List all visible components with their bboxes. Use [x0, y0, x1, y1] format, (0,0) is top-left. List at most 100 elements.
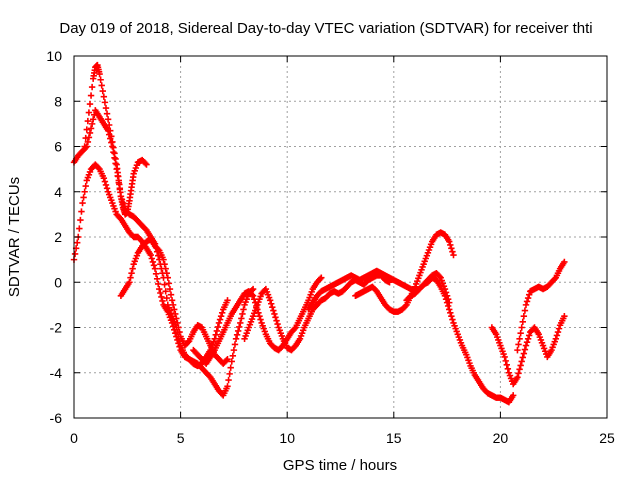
series-2: [81, 61, 150, 218]
data-point: [446, 306, 453, 313]
data-point: [256, 312, 263, 320]
data-point: [172, 329, 179, 337]
series-9: [488, 312, 568, 388]
data-point: [225, 376, 232, 384]
data-point: [87, 92, 95, 99]
data-point: [240, 306, 247, 313]
y-tick-label: -4: [50, 365, 63, 381]
data-point: [273, 317, 280, 324]
data-point: [228, 358, 235, 365]
y-tick-label: 0: [54, 274, 62, 290]
data-point: [509, 392, 517, 399]
data-point: [448, 245, 455, 252]
data-point: [268, 300, 275, 307]
y-tick-label: -6: [50, 410, 63, 426]
data-point: [444, 302, 452, 310]
data-point: [501, 353, 508, 361]
data-point: [99, 87, 106, 95]
data-point: [164, 274, 172, 281]
data-point: [165, 280, 173, 287]
data-point: [142, 160, 149, 167]
data-point: [517, 362, 524, 369]
series-8: [403, 274, 517, 406]
series-10: [514, 258, 568, 354]
data-point: [88, 83, 96, 91]
data-point: [237, 319, 244, 327]
data-point: [172, 310, 179, 318]
data-point: [524, 335, 532, 343]
data-point: [169, 323, 177, 330]
data-point: [448, 312, 455, 320]
data-point: [561, 258, 568, 266]
data-point: [105, 121, 113, 129]
data-point: [80, 194, 87, 201]
data-point: [163, 270, 170, 277]
data-point: [163, 294, 170, 302]
data-point: [269, 303, 276, 311]
data-point: [523, 298, 531, 305]
data-point: [73, 239, 81, 246]
data-point: [226, 370, 233, 378]
y-tick-label: 8: [54, 93, 62, 109]
x-tick-label: 20: [493, 430, 509, 446]
data-point: [81, 188, 88, 195]
data-point: [318, 274, 325, 281]
data-point: [447, 241, 454, 249]
data-point: [248, 291, 256, 298]
data-point: [103, 110, 111, 117]
data-point: [514, 374, 521, 381]
data-point: [101, 178, 109, 185]
data-point: [157, 289, 164, 297]
data-point: [236, 323, 243, 331]
data-point: [82, 182, 89, 190]
data-point: [504, 365, 512, 372]
data-point: [227, 364, 234, 371]
data-point: [104, 116, 112, 123]
data-point: [519, 354, 526, 361]
data-point: [525, 332, 533, 339]
y-tick-label: 6: [54, 139, 62, 155]
data-point: [551, 275, 558, 283]
data-point: [81, 143, 88, 150]
data-point: [87, 125, 95, 132]
data-point: [224, 297, 231, 304]
data-point: [76, 225, 83, 232]
x-tick-label: 10: [279, 430, 295, 446]
data-point: [555, 325, 563, 332]
data-point: [86, 129, 94, 137]
data-point: [229, 352, 237, 359]
data-point: [270, 307, 277, 314]
data-point: [162, 265, 169, 272]
data-point: [95, 164, 102, 172]
data-point: [291, 325, 298, 332]
data-point: [515, 370, 522, 377]
data-point: [239, 310, 246, 318]
data-point: [442, 296, 450, 303]
data-point: [231, 341, 239, 348]
data-point: [148, 255, 156, 262]
data-point: [518, 324, 525, 331]
data-point: [212, 331, 219, 339]
data-point: [166, 285, 174, 293]
data-point: [217, 312, 225, 320]
data-point: [446, 238, 453, 245]
data-point: [224, 355, 231, 363]
data-point: [147, 251, 154, 259]
data-point: [100, 93, 108, 100]
data-point: [149, 258, 157, 266]
data-point: [447, 309, 454, 316]
data-point: [112, 155, 119, 163]
data-point: [553, 332, 561, 339]
data-point: [517, 329, 524, 337]
data-point: [523, 339, 531, 346]
data-point: [161, 281, 168, 288]
data-point: [110, 144, 117, 151]
data-point: [184, 339, 192, 346]
data-point: [97, 76, 104, 83]
x-tick-labels: 0 5 10 15 20 25: [70, 430, 615, 446]
data-point: [82, 134, 89, 142]
data-point: [249, 285, 257, 293]
data-point: [86, 100, 94, 108]
data-point: [82, 144, 89, 151]
data-point: [271, 310, 278, 318]
